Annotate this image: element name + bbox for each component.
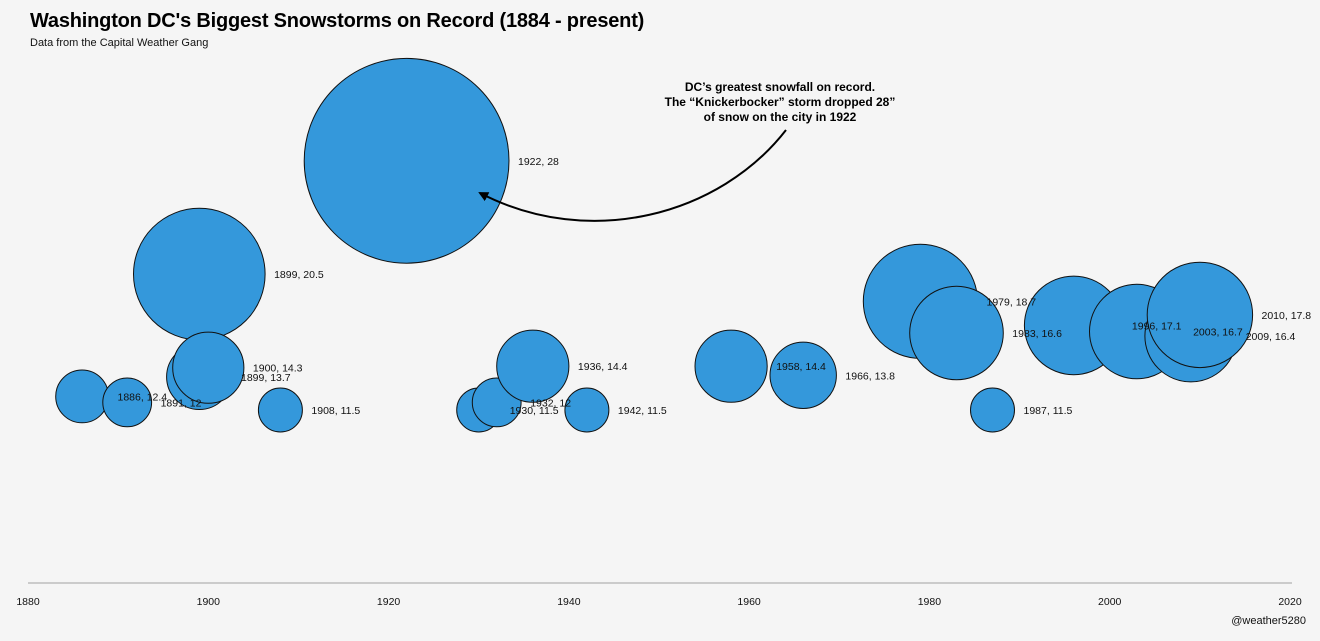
x-tick-1980: 1980 [918, 596, 942, 608]
bubble-label-1886-0: 1886, 12.4 [118, 391, 168, 403]
bubble-1942-10 [564, 387, 610, 433]
bubble-label-1932-8: 1932, 12 [530, 397, 571, 409]
bubble-label-2003-17: 2003, 16.7 [1193, 327, 1243, 339]
bubble-1936-9 [496, 329, 570, 403]
x-tick-1920: 1920 [377, 596, 401, 608]
bubble-1922-6 [303, 57, 510, 264]
annotation-arrow [478, 129, 787, 222]
bubble-label-1908-5: 1908, 11.5 [311, 405, 360, 417]
x-tick-1960: 1960 [737, 596, 761, 608]
bubble-label-1899-2: 1899, 13.7 [241, 372, 291, 384]
bubble-1900-4 [172, 331, 245, 404]
x-tick-2000: 2000 [1098, 596, 1122, 608]
bubble-1908-5 [257, 387, 303, 433]
x-tick-1880: 1880 [16, 596, 40, 608]
bubble-1886-0 [55, 369, 109, 424]
bubble-1983-14 [909, 285, 1004, 381]
bubble-label-1922-6: 1922, 28 [518, 156, 559, 168]
chart-subtitle: Data from the Capital Weather Gang [30, 37, 209, 49]
x-axis-ticks: 1880 1900 1920 1940 1960 1980 2000 2020 [16, 596, 1302, 608]
bubble-1966-12 [769, 341, 837, 409]
chart-title: Washington DC's Biggest Snowstorms on Re… [30, 10, 645, 32]
credit-handle: @weather5280 [1231, 615, 1306, 627]
annotation-line-1: DC’s greatest snowfall on record. [685, 80, 875, 94]
x-tick-1900: 1900 [197, 596, 221, 608]
x-tick-1940: 1940 [557, 596, 581, 608]
bubble-label-1966-12: 1966, 13.8 [845, 370, 895, 382]
bubble-label-1983-14: 1983, 16.6 [1012, 328, 1062, 340]
bubble-1891-1 [102, 377, 153, 428]
bubble-label-1936-9: 1936, 14.4 [578, 361, 628, 373]
bubble-label-1996-16: 1996, 17.1 [1132, 320, 1182, 332]
bubble-1899-3 [133, 207, 266, 341]
bubble-1987-15 [970, 387, 1015, 433]
bubble-label-1979-13: 1979, 18.7 [987, 296, 1037, 308]
annotation-line-3: of snow on the city in 1922 [704, 110, 857, 124]
bubble-label-2009-18: 2009, 16.4 [1246, 331, 1296, 343]
bubble-label-1958-11: 1958, 14.4 [776, 361, 826, 373]
bubble-label-1942-10: 1942, 11.5 [618, 405, 667, 417]
bubble-label-1930-7: 1930, 11.5 [510, 405, 559, 417]
bubble-label-1891-1: 1891, 12 [161, 397, 202, 409]
bubble-2010-19 [1146, 261, 1254, 369]
bubble-label-1987-15: 1987, 11.5 [1024, 405, 1073, 417]
bubble-label-2010-19: 2010, 17.8 [1262, 310, 1312, 322]
annotation: DC’s greatest snowfall on record. The “K… [478, 80, 896, 222]
x-tick-2020: 2020 [1278, 596, 1302, 608]
bubble-layer [55, 57, 1254, 433]
bubble-label-1899-3: 1899, 20.5 [274, 269, 324, 281]
bubble-label-1900-4: 1900, 14.3 [253, 363, 303, 375]
bubble-1958-11 [694, 329, 768, 403]
annotation-line-2: The “Knickerbocker” storm dropped 28” [665, 95, 896, 109]
